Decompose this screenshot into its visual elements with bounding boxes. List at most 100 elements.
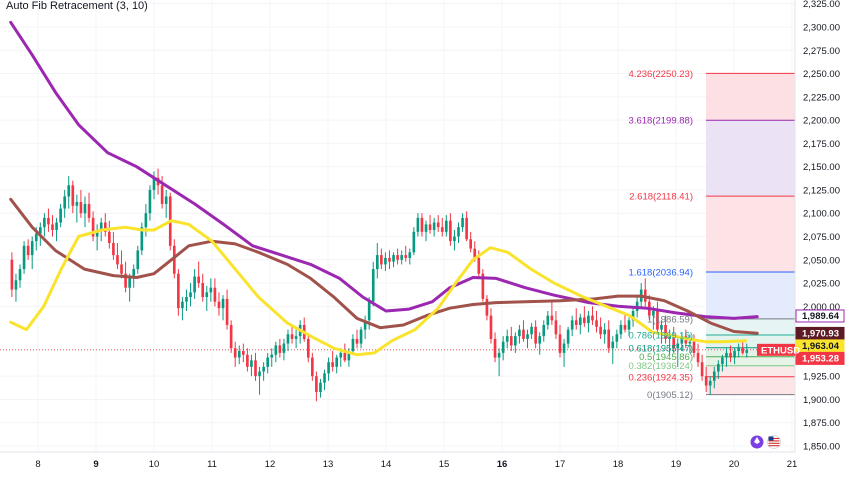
candle[interactable] bbox=[412, 227, 416, 256]
candle[interactable] bbox=[660, 320, 663, 344]
candle[interactable] bbox=[254, 352, 257, 381]
candle[interactable] bbox=[400, 250, 403, 265]
candle[interactable] bbox=[351, 334, 355, 355]
candle[interactable] bbox=[729, 345, 732, 363]
candle[interactable] bbox=[250, 354, 253, 377]
candle[interactable] bbox=[83, 196, 87, 228]
candle[interactable] bbox=[518, 324, 521, 344]
candle[interactable] bbox=[445, 215, 448, 237]
candle[interactable] bbox=[408, 248, 412, 265]
candle[interactable] bbox=[696, 343, 700, 367]
candle[interactable] bbox=[380, 248, 383, 270]
candle[interactable] bbox=[461, 213, 464, 232]
candle[interactable] bbox=[193, 269, 196, 299]
candle[interactable] bbox=[242, 343, 245, 363]
candle[interactable] bbox=[583, 306, 586, 327]
candle[interactable] bbox=[603, 323, 606, 344]
candle[interactable] bbox=[611, 336, 615, 365]
candle[interactable] bbox=[416, 213, 420, 237]
candle[interactable] bbox=[294, 329, 298, 349]
candle[interactable] bbox=[375, 243, 379, 279]
price-tag[interactable]: 1,963.04 bbox=[795, 339, 845, 353]
candle[interactable] bbox=[181, 297, 184, 321]
candle[interactable] bbox=[420, 213, 424, 237]
candle[interactable] bbox=[75, 194, 79, 223]
candle[interactable] bbox=[623, 313, 627, 333]
candle[interactable] bbox=[371, 261, 375, 307]
candle[interactable] bbox=[615, 329, 619, 349]
candle[interactable] bbox=[112, 231, 115, 260]
candle[interactable] bbox=[514, 332, 517, 353]
candle[interactable] bbox=[311, 352, 314, 381]
candle[interactable] bbox=[449, 213, 452, 246]
candle[interactable] bbox=[676, 338, 680, 367]
candle[interactable] bbox=[270, 348, 274, 367]
candle[interactable] bbox=[554, 310, 558, 339]
candle[interactable] bbox=[505, 329, 509, 349]
candle[interactable] bbox=[67, 175, 71, 209]
candle[interactable] bbox=[30, 236, 34, 270]
candle[interactable] bbox=[558, 324, 562, 358]
candle[interactable] bbox=[733, 348, 736, 365]
candle[interactable] bbox=[164, 189, 168, 218]
candle[interactable] bbox=[217, 292, 221, 316]
candle[interactable] bbox=[95, 224, 99, 251]
candle[interactable] bbox=[10, 252, 14, 298]
candle[interactable] bbox=[384, 252, 387, 271]
candle[interactable] bbox=[396, 248, 399, 265]
candle[interactable] bbox=[721, 354, 724, 372]
candle[interactable] bbox=[116, 243, 119, 270]
candle[interactable] bbox=[79, 189, 83, 218]
candle[interactable] bbox=[599, 317, 602, 339]
indicator-title[interactable]: Auto Fib Retracement (3, 10) bbox=[6, 0, 148, 12]
candle[interactable] bbox=[570, 315, 574, 337]
candle[interactable] bbox=[717, 360, 720, 379]
candle[interactable] bbox=[595, 310, 598, 333]
candle[interactable] bbox=[103, 213, 107, 237]
candle[interactable] bbox=[205, 285, 209, 311]
candle[interactable] bbox=[213, 278, 217, 307]
candle[interactable] bbox=[221, 295, 225, 321]
candle[interactable] bbox=[363, 315, 367, 339]
ethereum-icon[interactable] bbox=[750, 435, 764, 449]
candle[interactable] bbox=[229, 320, 233, 353]
candle[interactable] bbox=[741, 341, 745, 355]
candle[interactable] bbox=[627, 317, 631, 337]
candle[interactable] bbox=[319, 378, 322, 398]
candle[interactable] bbox=[282, 338, 286, 361]
candle[interactable] bbox=[87, 192, 91, 223]
candle[interactable] bbox=[453, 229, 456, 251]
candle[interactable] bbox=[656, 301, 659, 335]
candle[interactable] bbox=[306, 334, 310, 363]
candle[interactable] bbox=[209, 278, 213, 302]
candle[interactable] bbox=[481, 269, 485, 302]
candle[interactable] bbox=[574, 308, 578, 330]
candle[interactable] bbox=[144, 203, 148, 237]
candle[interactable] bbox=[335, 354, 339, 374]
candle[interactable] bbox=[327, 357, 330, 381]
candle[interactable] bbox=[712, 366, 716, 389]
candle[interactable] bbox=[274, 341, 278, 363]
candle[interactable] bbox=[526, 329, 529, 349]
candle[interactable] bbox=[177, 269, 180, 316]
candle[interactable] bbox=[700, 354, 704, 381]
candle[interactable] bbox=[355, 329, 359, 349]
candle[interactable] bbox=[566, 326, 570, 349]
candle[interactable] bbox=[392, 252, 395, 268]
candle[interactable] bbox=[108, 220, 111, 249]
candle[interactable] bbox=[704, 366, 708, 392]
candle[interactable] bbox=[152, 171, 156, 200]
candle[interactable] bbox=[457, 222, 460, 244]
candle[interactable] bbox=[359, 326, 363, 349]
candle[interactable] bbox=[278, 338, 282, 358]
candle[interactable] bbox=[708, 376, 712, 395]
candle[interactable] bbox=[578, 313, 582, 335]
candle[interactable] bbox=[51, 215, 54, 237]
candle[interactable] bbox=[664, 315, 667, 344]
candle[interactable] bbox=[619, 320, 623, 339]
candle[interactable] bbox=[465, 211, 468, 242]
candle[interactable] bbox=[246, 348, 249, 372]
candle[interactable] bbox=[424, 220, 428, 242]
